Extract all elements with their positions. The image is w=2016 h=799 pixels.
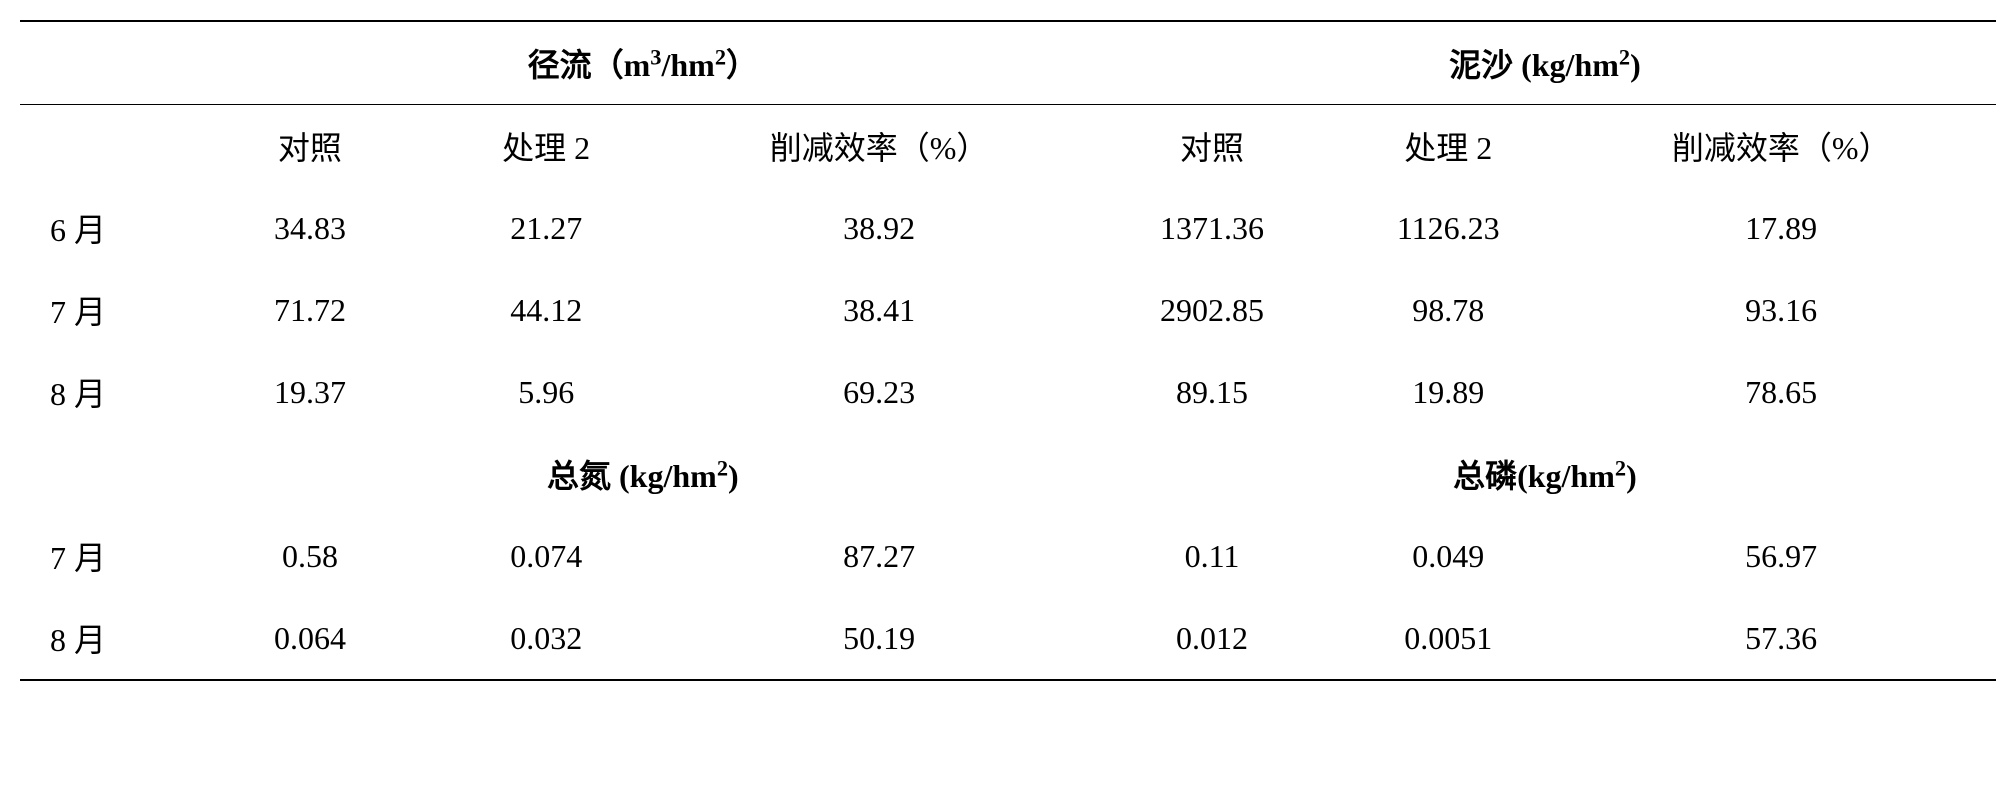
cell-value: 69.23 [664, 351, 1094, 433]
empty-cell [20, 105, 192, 188]
cell-value: 50.19 [664, 597, 1094, 680]
cell-value: 0.0051 [1330, 597, 1566, 680]
month-label: 8 月 [20, 351, 192, 433]
cell-value: 0.074 [428, 515, 664, 597]
cell-value: 34.83 [192, 187, 428, 269]
subheader-control-2: 对照 [1094, 105, 1330, 188]
table-row: 7 月 0.58 0.074 87.27 0.11 0.049 56.97 [20, 515, 1996, 597]
cell-value: 21.27 [428, 187, 664, 269]
cell-value: 0.58 [192, 515, 428, 597]
cell-value: 87.27 [664, 515, 1094, 597]
cell-value: 17.89 [1566, 187, 1996, 269]
group-header-runoff: 径流（m3/hm2） [192, 21, 1094, 105]
subheader-treatment-1: 处理 2 [428, 105, 664, 188]
subheader-reduction-1: 削减效率（%） [664, 105, 1094, 188]
cell-value: 1126.23 [1330, 187, 1566, 269]
group-header-row-2: 总氮 (kg/hm2) 总磷(kg/hm2) [20, 433, 1996, 515]
cell-value: 98.78 [1330, 269, 1566, 351]
table-container: 径流（m3/hm2） 泥沙 (kg/hm2) 对照 处理 2 削减效率（%） 对… [20, 20, 1996, 681]
cell-value: 44.12 [428, 269, 664, 351]
table-row: 8 月 19.37 5.96 69.23 89.15 19.89 78.65 [20, 351, 1996, 433]
data-table: 径流（m3/hm2） 泥沙 (kg/hm2) 对照 处理 2 削减效率（%） 对… [20, 20, 1996, 681]
month-label: 7 月 [20, 515, 192, 597]
subheader-reduction-2: 削减效率（%） [1566, 105, 1996, 188]
month-label: 6 月 [20, 187, 192, 269]
group-header-sediment: 泥沙 (kg/hm2) [1094, 21, 1996, 105]
cell-value: 71.72 [192, 269, 428, 351]
subheader-control-1: 对照 [192, 105, 428, 188]
group-header-row-1: 径流（m3/hm2） 泥沙 (kg/hm2) [20, 21, 1996, 105]
subheader-treatment-2: 处理 2 [1330, 105, 1566, 188]
empty-cell [20, 21, 192, 105]
group-header-phosphorus: 总磷(kg/hm2) [1094, 433, 1996, 515]
cell-value: 0.064 [192, 597, 428, 680]
cell-value: 89.15 [1094, 351, 1330, 433]
empty-cell [20, 433, 192, 515]
cell-value: 38.92 [664, 187, 1094, 269]
cell-value: 78.65 [1566, 351, 1996, 433]
cell-value: 38.41 [664, 269, 1094, 351]
cell-value: 0.032 [428, 597, 664, 680]
cell-value: 19.89 [1330, 351, 1566, 433]
cell-value: 19.37 [192, 351, 428, 433]
cell-value: 0.049 [1330, 515, 1566, 597]
cell-value: 2902.85 [1094, 269, 1330, 351]
cell-value: 0.11 [1094, 515, 1330, 597]
cell-value: 93.16 [1566, 269, 1996, 351]
table-row: 6 月 34.83 21.27 38.92 1371.36 1126.23 17… [20, 187, 1996, 269]
group-header-nitrogen: 总氮 (kg/hm2) [192, 433, 1094, 515]
month-label: 8 月 [20, 597, 192, 680]
month-label: 7 月 [20, 269, 192, 351]
cell-value: 5.96 [428, 351, 664, 433]
cell-value: 56.97 [1566, 515, 1996, 597]
cell-value: 0.012 [1094, 597, 1330, 680]
table-row: 8 月 0.064 0.032 50.19 0.012 0.0051 57.36 [20, 597, 1996, 680]
cell-value: 1371.36 [1094, 187, 1330, 269]
sub-header-row-1: 对照 处理 2 削减效率（%） 对照 处理 2 削减效率（%） [20, 105, 1996, 188]
table-row: 7 月 71.72 44.12 38.41 2902.85 98.78 93.1… [20, 269, 1996, 351]
cell-value: 57.36 [1566, 597, 1996, 680]
